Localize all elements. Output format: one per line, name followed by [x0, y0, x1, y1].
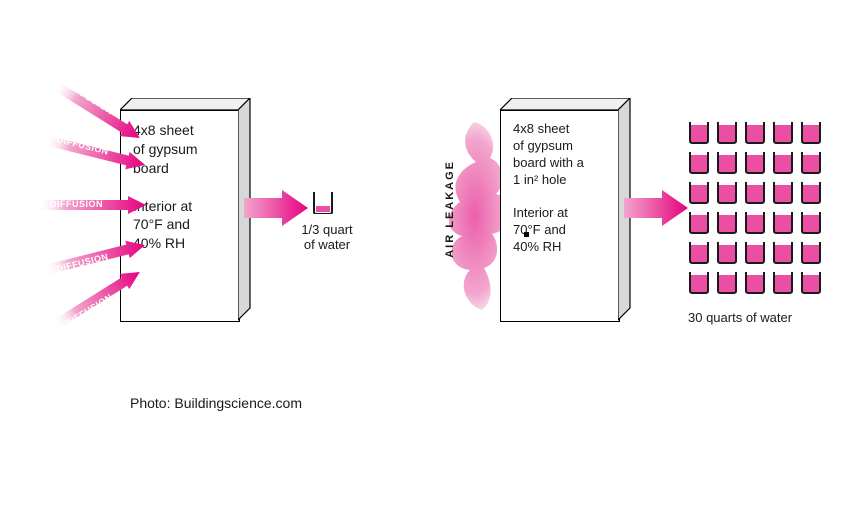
cup-icon: [744, 240, 766, 264]
right-board-front: 4x8 sheetof gypsumboard with a1 in² hole…: [500, 110, 620, 322]
cup-icon: [688, 180, 710, 204]
cup-icon: [800, 180, 822, 204]
air-leak-label: AIR LEAKAGE: [444, 160, 456, 258]
diagram-canvas: 4x8 sheetof gypsumboardInterior at70°F a…: [0, 0, 850, 510]
cup-icon: [772, 180, 794, 204]
photo-credit: Photo: Buildingscience.com: [130, 395, 302, 411]
cup-icon: [716, 270, 738, 294]
cup-icon: [688, 150, 710, 174]
cup-icon: [688, 270, 710, 294]
cup-icon: [800, 120, 822, 144]
right-board-text: 4x8 sheetof gypsumboard with a1 in² hole…: [501, 111, 619, 260]
right-cup-grid: [688, 120, 822, 294]
cup-icon: [800, 240, 822, 264]
cup-icon: [800, 150, 822, 174]
cup-icon: [716, 240, 738, 264]
cup-icon: [744, 180, 766, 204]
right-caption: 30 quarts of water: [688, 310, 838, 325]
cup-icon: [716, 150, 738, 174]
credit-text: Photo: Buildingscience.com: [130, 395, 302, 411]
cup-icon: [716, 210, 738, 234]
cup-icon: [772, 150, 794, 174]
cup-icon: [744, 210, 766, 234]
right-caption-text: 30 quarts of water: [688, 310, 792, 325]
cup-icon: [688, 240, 710, 264]
board-hole: [524, 232, 529, 237]
cup-icon: [688, 210, 710, 234]
cup-icon: [744, 270, 766, 294]
cup-icon: [716, 180, 738, 204]
cup-icon: [772, 120, 794, 144]
cup-icon: [716, 120, 738, 144]
cup-icon: [688, 120, 710, 144]
cup-icon: [800, 270, 822, 294]
left-cup: [312, 190, 334, 214]
diffusion-arrow: [38, 190, 146, 220]
cup-icon: [800, 210, 822, 234]
cup-icon: [772, 270, 794, 294]
cup-icon: [772, 210, 794, 234]
left-caption-text: 1/3 quartof water: [301, 222, 352, 252]
air-leak-label-text: AIR LEAKAGE: [444, 160, 456, 258]
left-caption: 1/3 quartof water: [292, 222, 362, 252]
right-result-arrow: [624, 188, 690, 228]
left-board-text-span: 4x8 sheetof gypsumboardInterior at70°F a…: [133, 122, 198, 251]
cup-icon: [744, 150, 766, 174]
cup-icon: [772, 240, 794, 264]
cup-icon: [744, 120, 766, 144]
